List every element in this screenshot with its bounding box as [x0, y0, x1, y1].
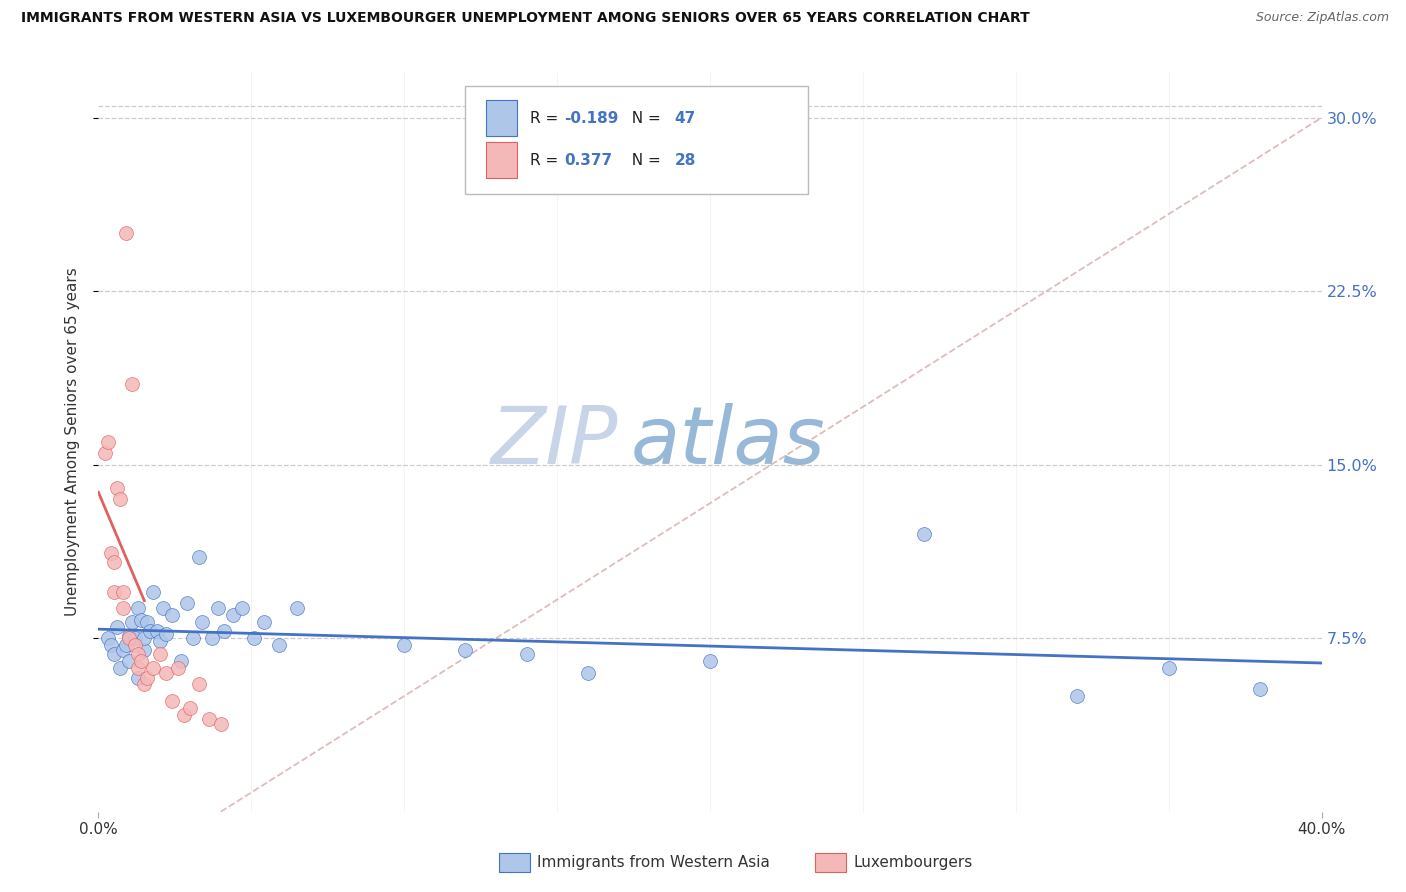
- Point: [105, 481, 128, 495]
- Point: [93, 446, 115, 460]
- Point: [1066, 689, 1088, 703]
- Point: [1157, 661, 1180, 675]
- Point: [136, 615, 159, 629]
- Text: R =: R =: [530, 111, 564, 126]
- Point: [188, 677, 211, 691]
- Point: [105, 619, 128, 633]
- Point: [170, 654, 193, 668]
- Point: [121, 615, 143, 629]
- Point: [115, 638, 138, 652]
- Point: [134, 631, 156, 645]
- Point: [111, 585, 134, 599]
- Point: [155, 626, 177, 640]
- Text: Immigrants from Western Asia: Immigrants from Western Asia: [537, 855, 770, 870]
- Point: [200, 631, 222, 645]
- Point: [129, 654, 152, 668]
- Point: [191, 615, 214, 629]
- Text: IMMIGRANTS FROM WESTERN ASIA VS LUXEMBOURGER UNEMPLOYMENT AMONG SENIORS OVER 65 : IMMIGRANTS FROM WESTERN ASIA VS LUXEMBOU…: [21, 11, 1029, 25]
- Point: [167, 661, 190, 675]
- Point: [179, 700, 201, 714]
- Point: [207, 601, 229, 615]
- Text: N =: N =: [621, 153, 665, 168]
- Text: 28: 28: [675, 153, 696, 168]
- Point: [134, 677, 156, 691]
- Text: 0.377: 0.377: [564, 153, 613, 168]
- Text: atlas: atlas: [630, 402, 825, 481]
- Point: [108, 661, 131, 675]
- Point: [111, 642, 134, 657]
- Point: [1249, 682, 1271, 697]
- Point: [454, 642, 477, 657]
- Text: Source: ZipAtlas.com: Source: ZipAtlas.com: [1256, 11, 1389, 24]
- Point: [516, 648, 538, 662]
- Point: [142, 661, 165, 675]
- Point: [121, 376, 143, 391]
- FancyBboxPatch shape: [465, 87, 808, 194]
- Point: [124, 638, 146, 652]
- Point: [188, 550, 211, 565]
- Point: [699, 654, 721, 668]
- Point: [97, 434, 120, 449]
- Point: [149, 648, 172, 662]
- Point: [111, 601, 134, 615]
- Point: [127, 601, 149, 615]
- Text: R =: R =: [530, 153, 564, 168]
- Point: [134, 642, 156, 657]
- Point: [209, 716, 232, 731]
- Text: -0.189: -0.189: [564, 111, 619, 126]
- Point: [197, 712, 219, 726]
- Point: [267, 638, 290, 652]
- Point: [136, 671, 159, 685]
- Point: [912, 527, 935, 541]
- Point: [576, 665, 599, 680]
- Point: [181, 631, 204, 645]
- Point: [392, 638, 416, 652]
- Point: [173, 707, 195, 722]
- Text: 47: 47: [675, 111, 696, 126]
- Point: [152, 601, 174, 615]
- Point: [127, 671, 149, 685]
- Point: [160, 694, 183, 708]
- Text: ZIP: ZIP: [491, 402, 619, 481]
- Point: [243, 631, 266, 645]
- Point: [103, 648, 125, 662]
- Point: [252, 615, 274, 629]
- Point: [127, 661, 149, 675]
- Point: [142, 585, 165, 599]
- Point: [115, 227, 138, 241]
- Point: [118, 631, 141, 645]
- Point: [100, 638, 122, 652]
- Point: [129, 613, 152, 627]
- Text: N =: N =: [621, 111, 665, 126]
- Point: [285, 601, 308, 615]
- Point: [127, 648, 149, 662]
- Point: [149, 633, 172, 648]
- Point: [160, 608, 183, 623]
- Point: [100, 545, 122, 560]
- Point: [97, 631, 120, 645]
- Point: [222, 608, 245, 623]
- Bar: [486, 100, 517, 136]
- Bar: [486, 143, 517, 178]
- Point: [118, 629, 141, 643]
- Text: Luxembourgers: Luxembourgers: [853, 855, 973, 870]
- Point: [139, 624, 162, 639]
- Point: [118, 654, 141, 668]
- Y-axis label: Unemployment Among Seniors over 65 years: Unemployment Among Seniors over 65 years: [65, 268, 80, 615]
- Point: [103, 555, 125, 569]
- Point: [103, 585, 125, 599]
- Point: [108, 492, 131, 507]
- Point: [124, 631, 146, 645]
- Point: [212, 624, 235, 639]
- Point: [155, 665, 177, 680]
- Point: [231, 601, 253, 615]
- Point: [145, 624, 167, 639]
- Point: [176, 597, 198, 611]
